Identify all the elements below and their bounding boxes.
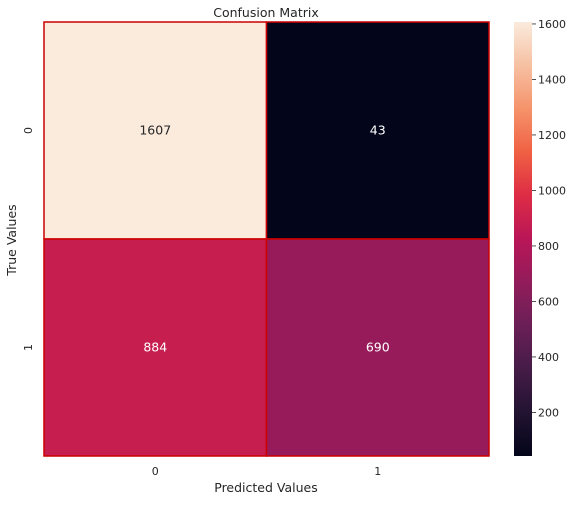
colorbar-tick-label-4: 1000 (538, 184, 566, 197)
heatmap-cell-0-1 (265, 21, 490, 240)
colorbar-ticks: 200 400 600 800 1000 1200 1400 1600 (532, 18, 566, 419)
heatmap-cell-1-1 (265, 238, 490, 457)
y-tick-label-0: 0 (22, 127, 35, 134)
colorbar-tick-label-0: 200 (538, 406, 559, 419)
cell-value-labels: 1607 43 884 690 (139, 123, 389, 355)
colorbar-tick-label-5: 1200 (538, 129, 566, 142)
x-axis-label: Predicted Values (214, 480, 318, 495)
colorbar-tick-label-3: 800 (538, 240, 559, 253)
cell-label-1-0: 884 (143, 340, 167, 355)
colorbar-tick-label-1: 400 (538, 351, 559, 364)
cell-label-1-1: 690 (366, 340, 390, 355)
heatmap-cells (43, 21, 490, 457)
y-axis-ticks: 01 (22, 127, 35, 351)
cell-label-0-0: 1607 (139, 123, 171, 138)
colorbar (514, 22, 532, 456)
colorbar-tick-label-7: 1600 (538, 18, 566, 31)
chart-title: Confusion Matrix (213, 5, 319, 20)
y-tick-label-1: 1 (22, 344, 35, 351)
heatmap-cell-1-0 (43, 238, 268, 457)
cell-label-0-1: 43 (370, 123, 386, 138)
x-tick-label-1: 1 (374, 465, 381, 478)
x-tick-label-0: 0 (152, 465, 159, 478)
colorbar-tick-label-6: 1400 (538, 73, 566, 86)
colorbar-tick-label-2: 600 (538, 295, 559, 308)
heatmap-cell-0-0 (43, 21, 268, 240)
y-axis-label: True Values (4, 204, 19, 276)
